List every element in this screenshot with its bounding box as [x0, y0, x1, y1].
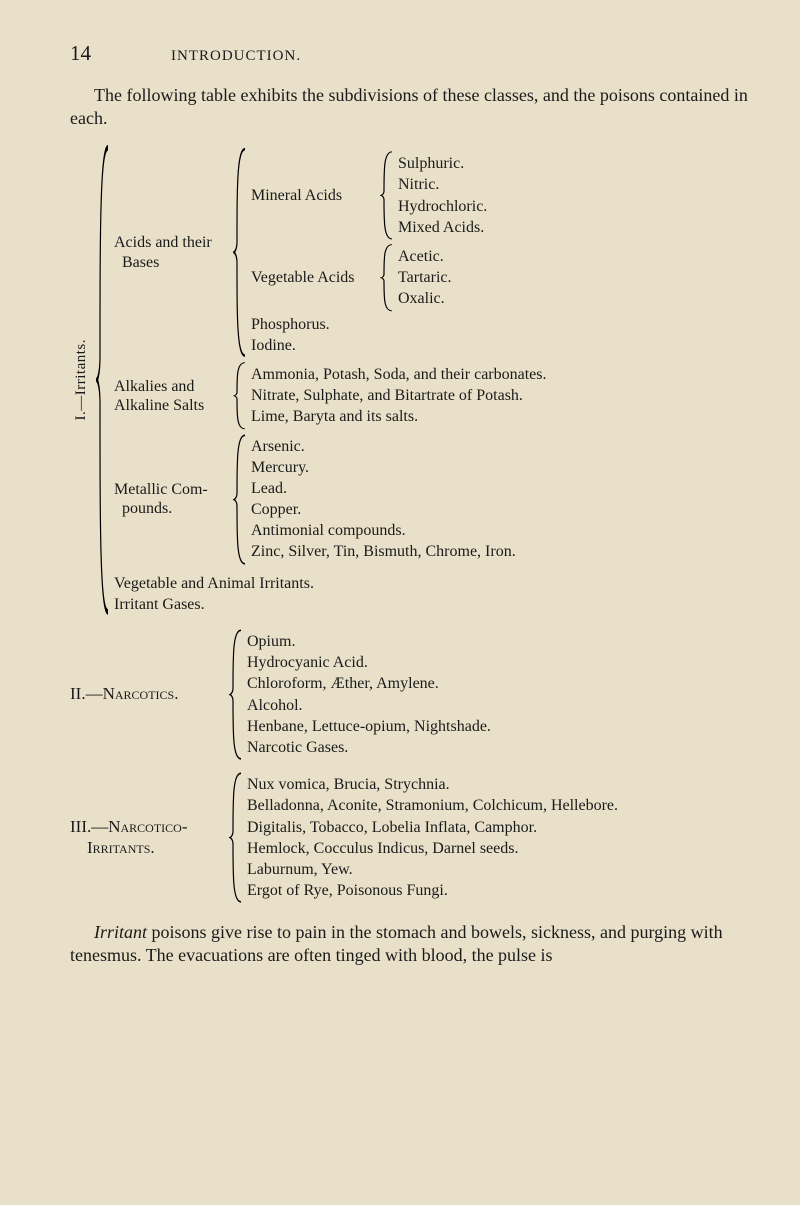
mineral-label: Mineral Acids — [251, 186, 376, 205]
brace-icon — [229, 772, 243, 903]
poison-item: Oxalic. — [398, 288, 750, 309]
poison-item: Hemlock, Cocculus Indicus, Darnel seeds. — [247, 838, 750, 859]
running-head: INTRODUCTION. — [171, 47, 301, 66]
alkalies-label: Alkalies andAlkaline Salts — [114, 377, 229, 415]
poison-item: Chloroform, Æther, Amylene. — [247, 673, 750, 694]
brace-icon — [233, 362, 247, 430]
poison-item: Mercury. — [251, 457, 750, 478]
page-number: 14 — [70, 40, 91, 66]
poison-item: Ammonia, Potash, Soda, and their carbona… — [251, 364, 750, 385]
poison-item: Hydrochloric. — [398, 196, 750, 217]
poison-item: Nitrate, Sulphate, and Bitartrate of Pot… — [251, 385, 750, 406]
intro-paragraph: The following table exhibits the subdivi… — [70, 84, 750, 129]
vegetable-label: Vegetable Acids — [251, 268, 376, 287]
brace-icon — [233, 434, 247, 565]
poison-item: Phosphorus. — [251, 314, 750, 335]
section-narcotico-irritants: III.—Narcotico- Irritants. Nux vomica, B… — [70, 772, 750, 903]
poison-item: Ergot of Rye, Poisonous Fungi. — [247, 880, 750, 901]
classification-outline: I.—Irritants. Acids and their Bases Mine… — [70, 143, 750, 903]
poison-item: Antimonial compounds. — [251, 520, 750, 541]
poison-item: Lime, Baryta and its salts. — [251, 406, 750, 427]
poison-item: Iodine. — [251, 335, 750, 356]
metallic-label: Metallic Com- pounds. — [114, 480, 229, 518]
brace-icon — [380, 151, 394, 240]
poison-item: Lead. — [251, 478, 750, 499]
poison-item: Belladonna, Aconite, Stramonium, Colchic… — [247, 795, 750, 816]
poison-item: Arsenic. — [251, 436, 750, 457]
poison-item: Zinc, Silver, Tin, Bismuth, Chrome, Iron… — [251, 541, 750, 562]
poison-item: Nitric. — [398, 174, 750, 195]
poison-item: Sulphuric. — [398, 153, 750, 174]
section2-label: II.—Narcotics. — [70, 684, 225, 704]
brace-icon — [96, 143, 110, 617]
poison-item: Vegetable and Animal Irritants. — [114, 573, 750, 594]
footer-paragraph: Irritant poisons give rise to pain in th… — [70, 921, 750, 966]
poison-item: Mixed Acids. — [398, 217, 750, 238]
poison-item: Opium. — [247, 631, 750, 652]
poison-item: Laburnum, Yew. — [247, 859, 750, 880]
poison-item: Henbane, Lettuce-opium, Nightshade. — [247, 716, 750, 737]
mineral-acids: Mineral Acids Sulphuric. Nitric. Hydroch… — [251, 151, 750, 240]
section1-label: I.—Irritants. — [70, 339, 92, 420]
brace-icon — [233, 147, 247, 358]
section-irritants: I.—Irritants. Acids and their Bases Mine… — [70, 143, 750, 617]
group-alkalies: Alkalies andAlkaline Salts Ammonia, Pota… — [114, 362, 750, 430]
poison-item: Tartaric. — [398, 267, 750, 288]
section-narcotics: II.—Narcotics. Opium. Hydrocyanic Acid. … — [70, 629, 750, 760]
vegetable-acids: Vegetable Acids Acetic. Tartaric. Oxalic… — [251, 244, 750, 312]
poison-item: Nux vomica, Brucia, Strychnia. — [247, 774, 750, 795]
poison-item: Acetic. — [398, 246, 750, 267]
group-acids: Acids and their Bases Mineral Acids — [114, 147, 750, 358]
poison-item: Copper. — [251, 499, 750, 520]
acids-label: Acids and their Bases — [114, 233, 229, 271]
poison-item: Irritant Gases. — [114, 594, 750, 615]
brace-icon — [380, 244, 394, 312]
poison-item: Hydrocyanic Acid. — [247, 652, 750, 673]
brace-icon — [229, 629, 243, 760]
poison-item: Narcotic Gases. — [247, 737, 750, 758]
poison-item: Alcohol. — [247, 695, 750, 716]
group-metallic: Metallic Com- pounds. Arsenic. Mercury. … — [114, 434, 750, 565]
page-header: 14 INTRODUCTION. — [70, 40, 750, 66]
poison-item: Digitalis, Tobacco, Lobelia Inflata, Cam… — [247, 817, 750, 838]
section3-label: III.—Narcotico- Irritants. — [70, 817, 225, 858]
